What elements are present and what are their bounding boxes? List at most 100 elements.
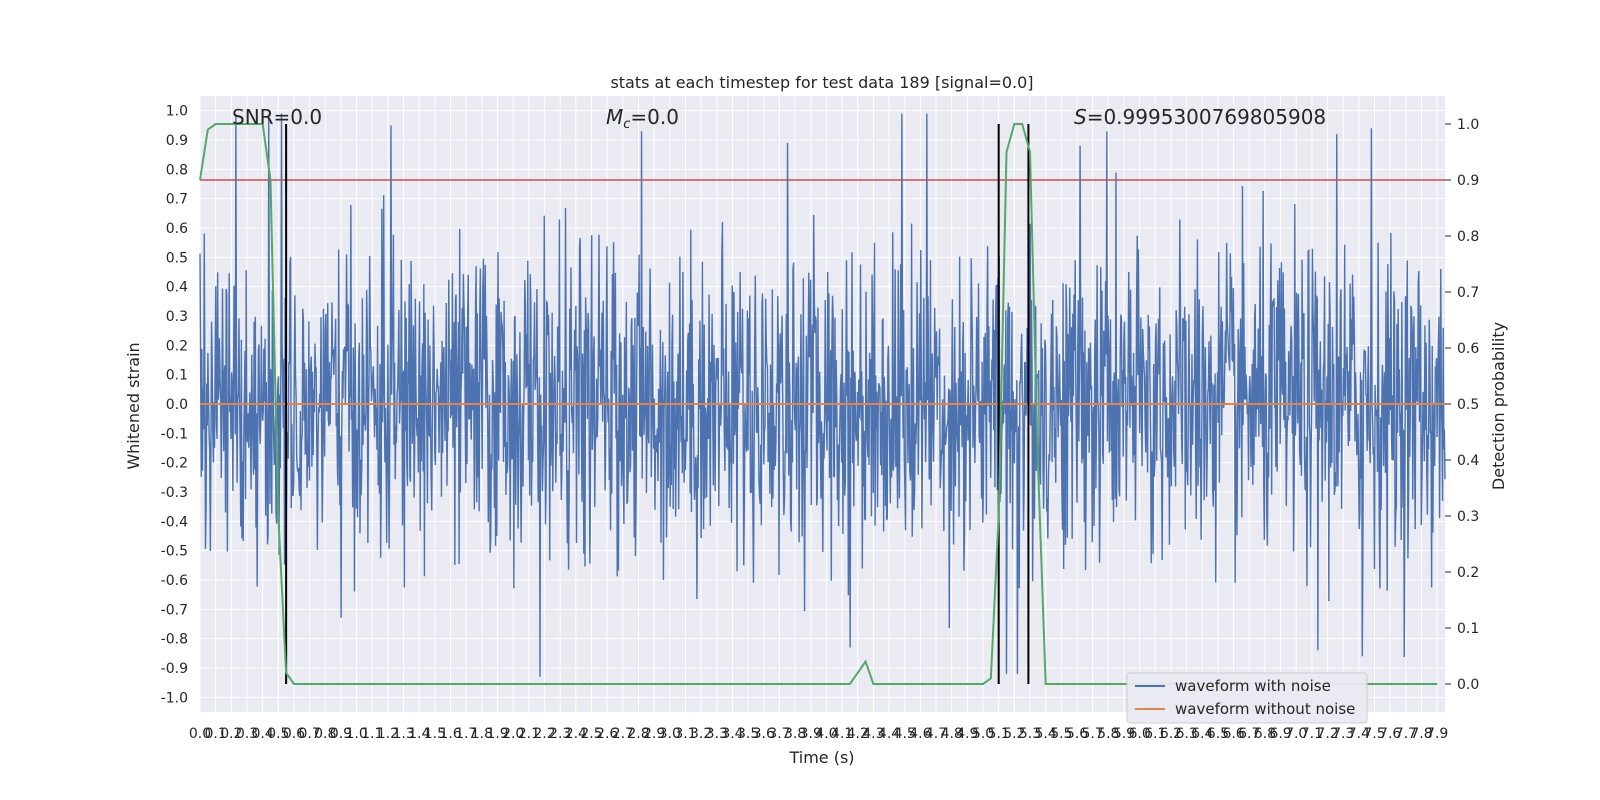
- x-tick-label: 5.0: [972, 726, 994, 742]
- x-tick-label: 2.6: [596, 726, 618, 742]
- x-tick-label: 0.2: [220, 726, 242, 742]
- x-tick-label: 2.9: [643, 726, 665, 742]
- y-tick-label: 0.7: [166, 192, 188, 208]
- x-tick-label: 1.6: [439, 726, 461, 742]
- x-tick-label: 1.8: [471, 726, 493, 742]
- x-tick-label: 4.0: [815, 726, 837, 742]
- x-tick-label: 5.2: [1003, 726, 1025, 742]
- x-tick-label: 4.5: [894, 726, 916, 742]
- x-tick-label: 1.5: [424, 726, 446, 742]
- x-tick-label: 2.5: [580, 726, 602, 742]
- y-tick-label: 0.3: [166, 309, 188, 325]
- x-tick-label: 2.0: [502, 726, 524, 742]
- y-tick-label: -0.3: [161, 485, 188, 501]
- y2-tick-label: 0.6: [1457, 341, 1479, 357]
- x-tick-label: 4.2: [847, 726, 869, 742]
- x-tick-label: 6.1: [1144, 726, 1166, 742]
- x-tick-label: 1.0: [345, 726, 367, 742]
- x-tick-label: 5.4: [1035, 726, 1057, 742]
- x-tick-label: 2.8: [627, 726, 649, 742]
- series-waveform-with-noise: [199, 113, 1446, 677]
- y2-tick-label: 0.4: [1457, 453, 1479, 469]
- x-tick-label: 0.1: [205, 726, 227, 742]
- x-axis-label: Time (s): [788, 748, 854, 767]
- x-tick-label: 6.4: [1191, 726, 1213, 742]
- chart-title: stats at each timestep for test data 189…: [610, 73, 1033, 92]
- x-tick-label: 0.4: [252, 726, 274, 742]
- x-tick-label: 5.8: [1097, 726, 1119, 742]
- x-tick-label: 2.7: [612, 726, 634, 742]
- x-tick-label: 5.3: [1019, 726, 1041, 742]
- x-tick-label: 2.3: [549, 726, 571, 742]
- x-tick-label: 5.1: [988, 726, 1010, 742]
- annotation-s-symbol: S: [1074, 105, 1087, 129]
- x-tick-label: 1.7: [455, 726, 477, 742]
- plot-area: [199, 113, 1446, 685]
- y-tick-label: 0.5: [166, 250, 188, 266]
- x-tick-label: 3.5: [737, 726, 759, 742]
- y-tick-label: -0.1: [161, 426, 188, 442]
- y-tick-label: -0.5: [161, 544, 188, 560]
- annotation-mc-symbol: M: [606, 105, 623, 129]
- x-tick-label: 1.1: [361, 726, 383, 742]
- x-tick-label: 4.3: [862, 726, 884, 742]
- y-tick-label: -0.9: [161, 661, 188, 677]
- y-tick-label: -0.6: [161, 573, 188, 589]
- x-tick-label: 7.1: [1301, 726, 1323, 742]
- x-tick-label: 5.9: [1113, 726, 1135, 742]
- noise-line: [199, 113, 1446, 677]
- y2-axis-ticks: 0.0 0.1 0.2 0.3 0.4 0.5 0.6 0.7 0.8 0.9 1.0: [1445, 117, 1479, 693]
- x-tick-label: 7.2: [1316, 726, 1338, 742]
- x-tick-label: 4.4: [878, 726, 900, 742]
- x-tick-label: 7.5: [1363, 726, 1385, 742]
- y2-tick-label: 0.9: [1457, 173, 1479, 189]
- x-tick-label: 7.6: [1379, 726, 1401, 742]
- x-tick-label: 4.7: [925, 726, 947, 742]
- x-tick-label: 3.9: [800, 726, 822, 742]
- annotation-mc-value: =0.0: [630, 105, 679, 129]
- x-tick-label: 7.3: [1332, 726, 1354, 742]
- y2-tick-label: 0.7: [1457, 285, 1479, 301]
- x-tick-label: 0.3: [236, 726, 258, 742]
- x-tick-label: 2.4: [565, 726, 587, 742]
- annotation-snr: SNR=0.0: [232, 105, 322, 129]
- annotation-mc: Mc=0.0: [606, 105, 679, 132]
- x-tick-label: 3.6: [753, 726, 775, 742]
- x-tick-label: 1.9: [486, 726, 508, 742]
- reference-lines: [200, 124, 1445, 684]
- x-tick-label: 7.7: [1395, 726, 1417, 742]
- y2-tick-label: 0.0: [1457, 677, 1479, 693]
- x-tick-label: 0.9: [330, 726, 352, 742]
- x-tick-label: 3.1: [674, 726, 696, 742]
- x-tick-label: 2.2: [533, 726, 555, 742]
- x-tick-label: 6.8: [1254, 726, 1276, 742]
- x-tick-label: 6.3: [1175, 726, 1197, 742]
- x-tick-label: 0.0: [189, 726, 211, 742]
- y-tick-label: 0.4: [166, 280, 188, 296]
- y2-tick-label: 0.8: [1457, 229, 1479, 245]
- y-tick-label: 0.2: [166, 338, 188, 354]
- y-tick-label: 0.9: [166, 133, 188, 149]
- x-tick-label: 0.8: [314, 726, 336, 742]
- y2-tick-label: 0.2: [1457, 565, 1479, 581]
- annotation-mc-sub: c: [623, 117, 630, 132]
- x-tick-label: 0.6: [283, 726, 305, 742]
- y-tick-label: 0.8: [166, 162, 188, 178]
- x-tick-label: 2.1: [518, 726, 540, 742]
- legend-label-noise: waveform with noise: [1175, 677, 1331, 695]
- y-tick-label: 0.0: [166, 397, 188, 413]
- x-tick-label: 6.5: [1207, 726, 1229, 742]
- y2-tick-label: 1.0: [1457, 117, 1479, 133]
- y-tick-label: 0.6: [166, 221, 188, 237]
- x-tick-label: 1.2: [377, 726, 399, 742]
- x-tick-label: 5.5: [1050, 726, 1072, 742]
- x-tick-label: 7.8: [1410, 726, 1432, 742]
- annotation-s-value: =0.9995300769805908: [1087, 105, 1326, 129]
- y2-axis-label: Detection probability: [1489, 322, 1508, 490]
- x-tick-label: 6.0: [1128, 726, 1150, 742]
- x-tick-label: 3.3: [706, 726, 728, 742]
- x-tick-label: 3.0: [659, 726, 681, 742]
- legend: waveform with noise waveform without noi…: [1126, 672, 1368, 724]
- x-tick-label: 7.9: [1426, 726, 1448, 742]
